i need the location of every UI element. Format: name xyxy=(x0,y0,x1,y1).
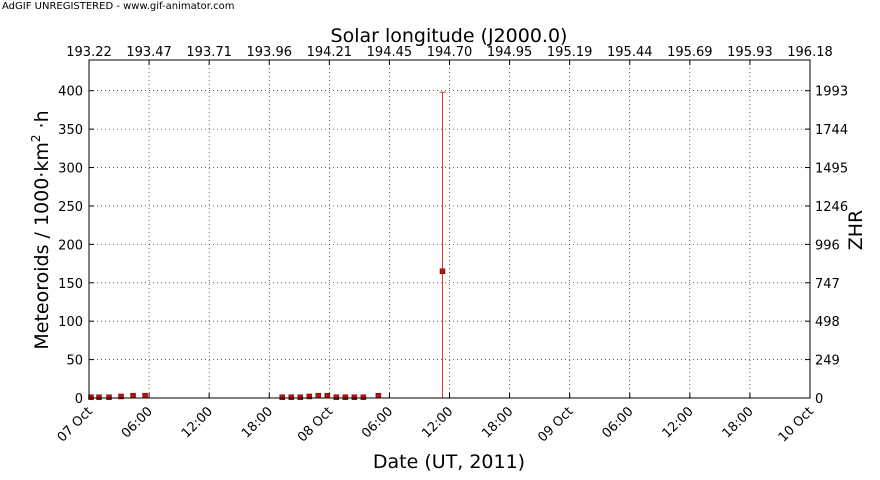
top-tick-label: 193.47 xyxy=(126,45,172,60)
data-point xyxy=(315,392,322,399)
y-tick-labels: 0 50 100 150 200 250 300 350 400 xyxy=(58,85,83,407)
x-axis-title: Date (UT, 2011) xyxy=(373,451,525,473)
top-tick-labels: 193.22 193.47 193.71 193.96 194.21 194.45 194.… xyxy=(66,45,833,60)
top-tick-label: 194.21 xyxy=(307,45,353,60)
x-tick-label: 12:00 xyxy=(179,404,216,441)
x-tick-label: 12:00 xyxy=(660,404,697,441)
watermark-text: AdGIF UNREGISTERED - www.gif-animator.co… xyxy=(2,1,235,12)
right-tick-label: 249 xyxy=(815,354,840,369)
top-tick-label: 196.18 xyxy=(787,45,833,60)
top-tick-label: 195.93 xyxy=(727,45,773,60)
x-tick-label: 07 Oct xyxy=(55,404,96,445)
data-point xyxy=(106,394,112,400)
grid-lines xyxy=(89,60,810,398)
top-axis-title: Solar longitude (J2000.0) xyxy=(331,25,568,47)
data-point xyxy=(375,392,382,399)
right-tick-label: 996 xyxy=(815,238,840,253)
x-tick-label: 18:00 xyxy=(479,404,516,441)
data-point xyxy=(142,392,148,399)
data-point xyxy=(439,268,446,274)
data-point xyxy=(306,393,313,400)
x-tick-labels: 07 Oct 06:00 12:00 18:00 08 Oct 06:00 12:00 18:… xyxy=(55,404,817,445)
data-point xyxy=(342,394,349,400)
right-tick-label: 747 xyxy=(815,277,840,292)
right-tick-label: 1495 xyxy=(815,162,848,177)
top-tick-label: 193.96 xyxy=(247,45,293,60)
top-tick-label: 194.70 xyxy=(427,45,473,60)
top-tick-label: 195.44 xyxy=(607,45,653,60)
data-point xyxy=(351,394,358,400)
data-points xyxy=(88,268,446,400)
y-axis-title: Meteoroids / 1000·km2 ·h xyxy=(29,110,53,349)
right-tick-label: 1993 xyxy=(815,85,848,100)
x-tick-label: 06:00 xyxy=(359,404,396,441)
x-tick-label: 18:00 xyxy=(239,404,276,441)
y-axis-title-tail: ·h xyxy=(31,110,53,134)
y-tick-label: 250 xyxy=(58,200,83,215)
x-tick-label: 18:00 xyxy=(720,404,757,441)
data-point xyxy=(96,394,102,400)
x-tick-label: 08 Oct xyxy=(295,404,336,445)
right-tick-label: 1744 xyxy=(815,123,848,138)
error-bars xyxy=(439,91,446,398)
top-tick-label: 195.69 xyxy=(667,45,713,60)
right-tick-label: 0 xyxy=(815,392,823,407)
data-point xyxy=(279,394,286,400)
right-tick-label: 1246 xyxy=(815,200,848,215)
y-tick-label: 100 xyxy=(58,315,83,330)
y-tick-label: 50 xyxy=(66,354,83,369)
right-axis-title: ZHR xyxy=(845,210,867,251)
y-tick-label: 0 xyxy=(75,392,83,407)
data-point xyxy=(360,394,367,400)
y-axis-title-superscript: 2 xyxy=(29,134,43,142)
top-tick-label: 193.22 xyxy=(66,45,112,60)
plot-frame xyxy=(88,59,811,399)
data-point xyxy=(324,392,331,399)
top-tick-label: 194.95 xyxy=(487,45,533,60)
right-tick-labels: 0 249 498 747 996 1246 1495 1744 1993 xyxy=(815,85,848,407)
x-tick-label: 09 Oct xyxy=(535,404,576,445)
right-tick-label: 498 xyxy=(815,315,840,330)
top-tick-label: 195.19 xyxy=(547,45,593,60)
y-axis-title-main: Meteoroids / 1000·km xyxy=(31,142,53,350)
x-tick-label: 06:00 xyxy=(119,404,156,441)
x-tick-label: 06:00 xyxy=(599,404,636,441)
data-point xyxy=(118,393,124,400)
data-point xyxy=(333,394,340,400)
y-tick-label: 150 xyxy=(58,277,83,292)
data-point xyxy=(297,394,304,400)
data-point xyxy=(130,392,136,399)
data-point xyxy=(288,394,295,400)
top-tick-label: 194.45 xyxy=(367,45,413,60)
y-tick-label: 200 xyxy=(58,238,83,253)
x-tick-label: 10 Oct xyxy=(776,404,817,445)
y-tick-label: 400 xyxy=(58,85,83,100)
top-tick-label: 193.71 xyxy=(186,45,232,60)
y-tick-label: 300 xyxy=(58,162,83,177)
x-tick-label: 12:00 xyxy=(419,404,456,441)
y-tick-label: 350 xyxy=(58,123,83,138)
